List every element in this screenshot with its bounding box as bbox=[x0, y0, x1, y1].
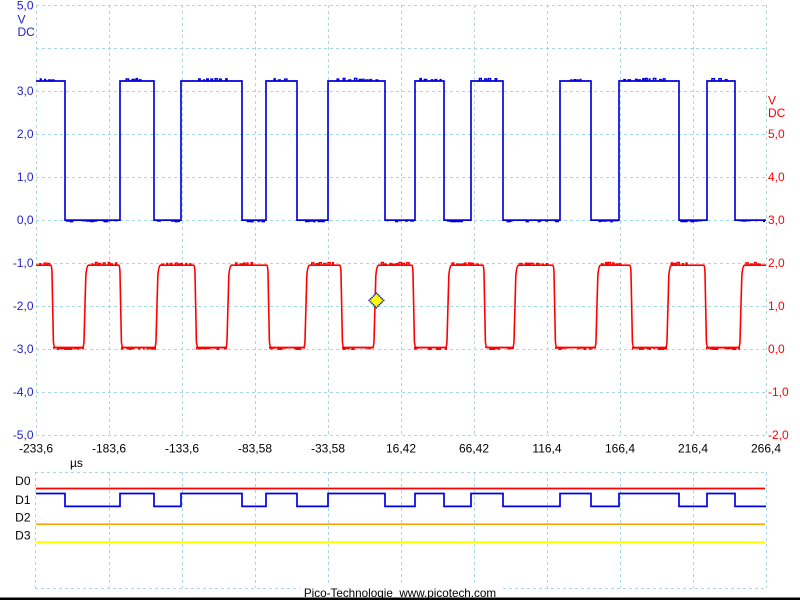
svg-text:5,0: 5,0 bbox=[17, 0, 34, 13]
svg-text:2,0: 2,0 bbox=[768, 256, 785, 270]
svg-text:V: V bbox=[768, 93, 776, 107]
svg-text:-33,58: -33,58 bbox=[311, 442, 345, 456]
svg-text:D1: D1 bbox=[15, 493, 31, 507]
svg-text:1,0: 1,0 bbox=[768, 299, 785, 313]
svg-text:-133,6: -133,6 bbox=[165, 442, 199, 456]
svg-text:0,0: 0,0 bbox=[768, 342, 785, 356]
svg-text:DC: DC bbox=[768, 106, 786, 120]
svg-text:66,42: 66,42 bbox=[459, 442, 489, 456]
svg-text:-5,0: -5,0 bbox=[13, 428, 34, 442]
svg-text:3,0: 3,0 bbox=[768, 213, 785, 227]
svg-text:-1,0: -1,0 bbox=[768, 385, 789, 399]
svg-text:-2,0: -2,0 bbox=[768, 428, 789, 442]
svg-text:166,4: 166,4 bbox=[605, 442, 635, 456]
svg-text:216,4: 216,4 bbox=[678, 442, 708, 456]
svg-text:-183,6: -183,6 bbox=[92, 442, 126, 456]
svg-text:-1,0: -1,0 bbox=[13, 256, 34, 270]
svg-text:DC: DC bbox=[18, 25, 36, 39]
svg-text:3,0: 3,0 bbox=[17, 84, 34, 98]
svg-text:1,0: 1,0 bbox=[17, 170, 34, 184]
svg-text:4,0: 4,0 bbox=[768, 170, 785, 184]
svg-text:116,4: 116,4 bbox=[532, 442, 561, 456]
svg-text:2,0: 2,0 bbox=[17, 127, 34, 141]
svg-text:-233,6: -233,6 bbox=[19, 442, 53, 456]
svg-text:-3,0: -3,0 bbox=[13, 342, 34, 356]
svg-text:16,42: 16,42 bbox=[386, 442, 416, 456]
svg-text:D3: D3 bbox=[15, 528, 31, 542]
svg-text:V: V bbox=[18, 13, 26, 27]
svg-text:266,4: 266,4 bbox=[751, 442, 781, 456]
svg-text:-4,0: -4,0 bbox=[13, 385, 34, 399]
svg-text:µs: µs bbox=[70, 456, 83, 470]
svg-text:D0: D0 bbox=[15, 474, 31, 488]
svg-text:-83,58: -83,58 bbox=[238, 442, 272, 456]
svg-text:0,0: 0,0 bbox=[17, 213, 34, 227]
svg-text:-2,0: -2,0 bbox=[13, 299, 34, 313]
svg-text:Pico-Technologie www.picotech: Pico-Technologie www.picotech.com bbox=[304, 587, 496, 600]
svg-text:5,0: 5,0 bbox=[768, 127, 785, 141]
svg-text:D2: D2 bbox=[15, 511, 31, 525]
